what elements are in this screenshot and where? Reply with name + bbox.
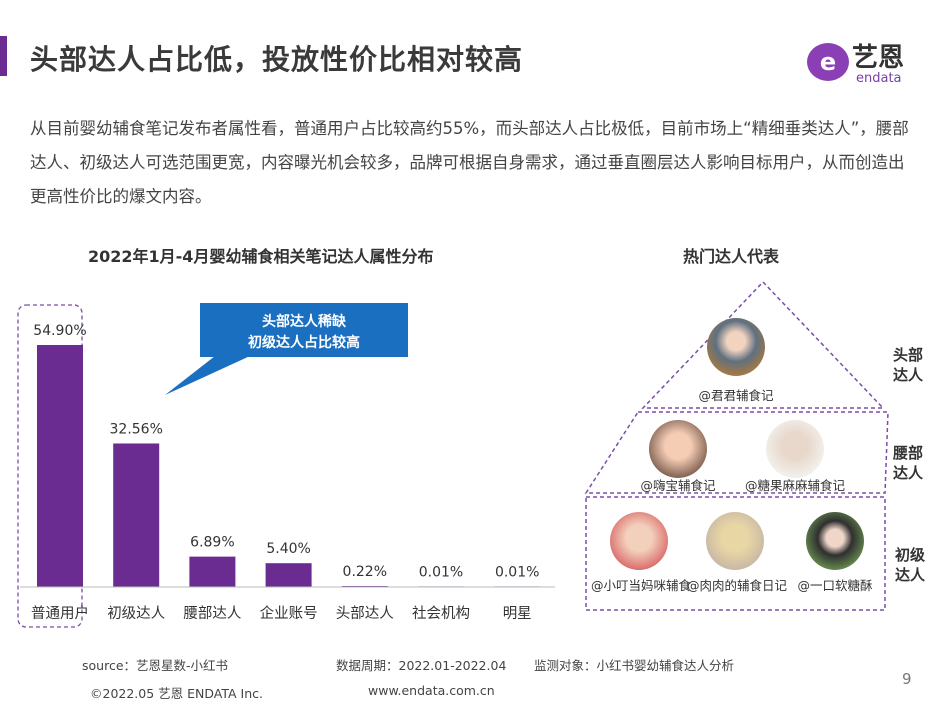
pyramid-frame bbox=[584, 280, 889, 611]
x-tick-label: 社会机构 bbox=[412, 605, 470, 622]
svg-text:endata: endata bbox=[856, 71, 902, 86]
title-accent-bar bbox=[0, 36, 7, 76]
tier-middle-outline bbox=[584, 411, 889, 494]
avatar-tangguo[interactable] bbox=[766, 420, 824, 478]
avatar-xiaodingdang[interactable] bbox=[610, 512, 668, 570]
page-title: 头部达人占比低，投放性价比相对较高 bbox=[30, 43, 524, 76]
source-note: source：艺恩星数-小红书 bbox=[82, 658, 229, 673]
account-handle[interactable]: @一口软糖酥 bbox=[797, 578, 873, 593]
avatar-yikou[interactable] bbox=[806, 512, 864, 570]
data-label: 5.40% bbox=[266, 541, 310, 557]
callout-line-2: 初级达人占比较高 bbox=[248, 334, 360, 351]
bar-1 bbox=[113, 443, 160, 587]
data-label: 0.22% bbox=[343, 564, 387, 580]
bar-3 bbox=[265, 563, 312, 587]
endata-logo: e 艺恩 endata bbox=[800, 36, 940, 86]
data-label: 6.89% bbox=[190, 535, 234, 551]
x-tick-label: 头部达人 bbox=[336, 605, 394, 622]
copyright: ©2022.05 艺恩 ENDATA Inc. bbox=[90, 686, 264, 701]
data-label: 0.01% bbox=[419, 564, 463, 580]
tier-top-outline bbox=[641, 280, 885, 409]
callout-line-1: 头部达人稀缺 bbox=[262, 313, 347, 330]
account-handle[interactable]: @嗨宝辅食记 bbox=[640, 478, 716, 493]
svg-text:艺恩: 艺恩 bbox=[852, 43, 904, 73]
website-link[interactable]: www.endata.com.cn bbox=[368, 683, 495, 698]
avatar-junjun[interactable] bbox=[707, 318, 765, 376]
account-handle[interactable]: @君君辅食记 bbox=[698, 388, 774, 403]
tier-bottom-outline bbox=[585, 496, 886, 611]
page-number: 9 bbox=[902, 670, 912, 688]
account-handle[interactable]: @糖果麻麻辅食记 bbox=[744, 478, 845, 493]
avatar-rourou[interactable] bbox=[706, 512, 764, 570]
bar-0 bbox=[37, 345, 83, 587]
x-tick-label: 腰部达人 bbox=[183, 605, 241, 622]
tier-label-head: 头部 达人 bbox=[892, 346, 923, 384]
x-tick-label: 初级达人 bbox=[107, 605, 165, 622]
tier-label-junior: 初级 达人 bbox=[894, 546, 925, 584]
chart-title: 2022年1月-4月婴幼辅食相关笔记达人属性分布 bbox=[88, 247, 434, 266]
callout-box bbox=[200, 303, 408, 357]
intro-paragraph: 从目前婴幼辅食笔记发布者属性看，普通用户占比较高约55%，而头部达人占比极低，目… bbox=[30, 119, 909, 206]
monitor-target: 监测对象：小红书婴幼辅食达人分析 bbox=[534, 658, 735, 673]
pyramid-title: 热门达人代表 bbox=[683, 247, 780, 266]
data-period: 数据周期：2022.01-2022.04 bbox=[336, 658, 507, 673]
tier-label-waist: 腰部 达人 bbox=[892, 444, 923, 482]
x-tick-label: 普通用户 bbox=[31, 605, 89, 622]
x-tick-label: 企业账号 bbox=[260, 604, 318, 622]
x-tick-label: 明星 bbox=[503, 606, 532, 622]
account-handle[interactable]: @肉肉的辅食日记 bbox=[686, 578, 787, 593]
data-label: 32.56% bbox=[110, 421, 163, 437]
bar-chart: 头部达人稀缺 初级达人占比较高 54.90% 普通用户 32.56% 初级达人 6.89… bbox=[17, 303, 555, 628]
callout-pointer bbox=[165, 356, 250, 395]
data-label: 0.01% bbox=[495, 564, 539, 580]
account-handle[interactable]: @小叮当妈咪辅食 bbox=[590, 578, 691, 593]
svg-text:e: e bbox=[820, 48, 836, 76]
data-label: 54.90% bbox=[33, 323, 86, 339]
bar-2 bbox=[189, 556, 236, 587]
avatar-haibao[interactable] bbox=[649, 420, 707, 478]
